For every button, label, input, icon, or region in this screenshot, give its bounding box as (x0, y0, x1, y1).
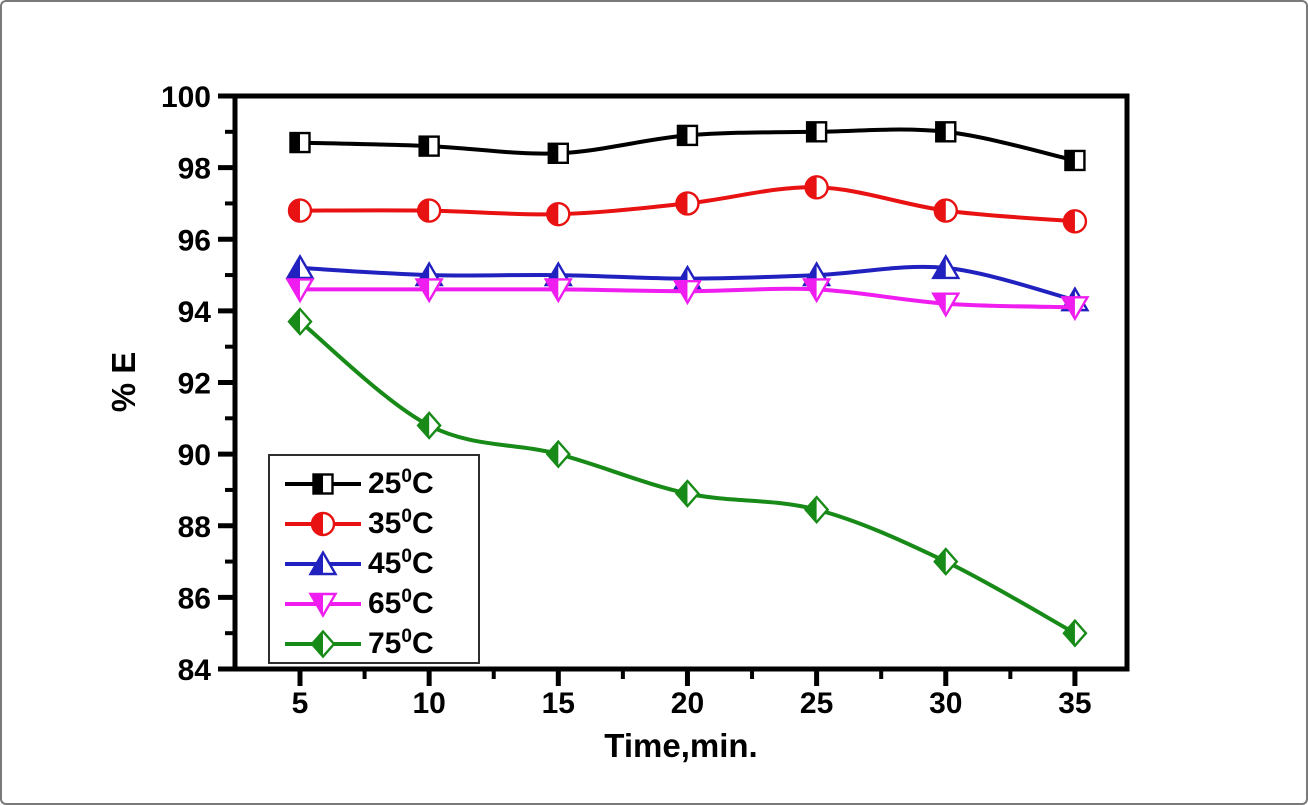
x-tick-label: 15 (542, 687, 575, 720)
legend-marker-circle-icon (285, 511, 361, 537)
legend-label: 650C (368, 586, 434, 620)
legend-entry-65c: 650C (283, 584, 478, 624)
legend-label: 750C (368, 626, 434, 660)
series-markers-35C (287, 175, 1088, 234)
y-tick-label: 98 (178, 153, 211, 186)
y-axis-title: % E (105, 351, 142, 413)
x-tick-label: 10 (412, 687, 445, 720)
legend-label: 250C (368, 466, 434, 500)
legend-entry-45c: 450C (283, 544, 478, 584)
plot-frame (232, 93, 1130, 672)
legend-label: 350C (368, 506, 434, 540)
x-tick-label: 35 (1058, 687, 1091, 720)
y-tick-label: 88 (178, 511, 211, 544)
legend-label: 450C (368, 546, 434, 580)
series-markers-25C (289, 121, 1086, 172)
x-tick-label: 25 (800, 687, 833, 720)
y-tick-label: 96 (178, 224, 211, 257)
x-axis-title: Time,min. (604, 727, 758, 764)
y-tick-label: 92 (178, 368, 211, 401)
legend-entry-75c: 750C (283, 624, 478, 664)
legend-entry-35c: 350C (283, 504, 478, 544)
legend-marker-square-icon (285, 473, 361, 495)
legend-marker-triangle-down-icon (285, 592, 361, 618)
legend-entry-25c: 250C (283, 464, 478, 504)
x-tick-label: 20 (671, 687, 704, 720)
legend-marker-diamond-icon (285, 629, 361, 659)
y-tick-label: 94 (178, 296, 212, 329)
y-tick-label: 90 (178, 439, 211, 472)
series-markers-75C (287, 307, 1088, 648)
x-tick-label: 30 (929, 687, 962, 720)
y-tick-label: 84 (178, 654, 212, 687)
series-markers-65C (285, 278, 1090, 322)
y-tick-label: 86 (178, 582, 211, 615)
legend-marker-triangle-up-icon (285, 550, 361, 576)
x-tick-label: 5 (292, 687, 309, 720)
y-tick-label: 100 (161, 81, 211, 114)
legend: 250C 350C 450C 650C 750C (268, 454, 480, 664)
